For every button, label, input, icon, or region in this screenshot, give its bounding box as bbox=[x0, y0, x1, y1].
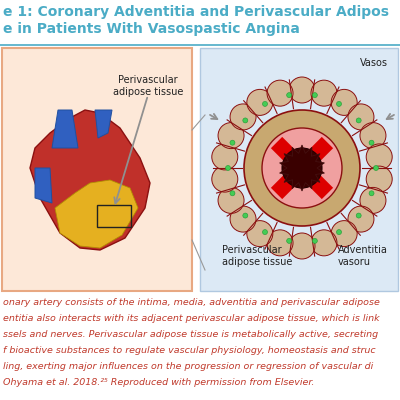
Circle shape bbox=[331, 89, 357, 115]
Text: Adventitia
vasoru: Adventitia vasoru bbox=[338, 245, 388, 267]
Circle shape bbox=[311, 80, 337, 106]
Circle shape bbox=[356, 118, 361, 123]
Polygon shape bbox=[30, 110, 150, 250]
Circle shape bbox=[348, 104, 374, 130]
Circle shape bbox=[267, 80, 293, 106]
Circle shape bbox=[282, 148, 322, 188]
Circle shape bbox=[374, 166, 378, 170]
Text: Perivascular
adipose tissue: Perivascular adipose tissue bbox=[113, 75, 183, 97]
Text: entitia also interacts with its adjacent perivascular adipose tissue, which is l: entitia also interacts with its adjacent… bbox=[3, 314, 380, 323]
Circle shape bbox=[226, 166, 230, 170]
Text: ling, exerting major influences on the progression or regression of vascular di: ling, exerting major influences on the p… bbox=[3, 362, 373, 371]
Circle shape bbox=[312, 238, 317, 243]
Circle shape bbox=[244, 110, 360, 226]
FancyBboxPatch shape bbox=[200, 48, 398, 291]
FancyBboxPatch shape bbox=[2, 48, 192, 291]
Circle shape bbox=[289, 77, 315, 103]
Polygon shape bbox=[271, 137, 333, 199]
Polygon shape bbox=[271, 137, 333, 199]
Text: e in Patients With Vasospastic Angina: e in Patients With Vasospastic Angina bbox=[3, 22, 300, 36]
Circle shape bbox=[312, 93, 317, 98]
Circle shape bbox=[366, 144, 392, 170]
Circle shape bbox=[369, 140, 374, 145]
Circle shape bbox=[212, 144, 238, 170]
Circle shape bbox=[348, 206, 374, 232]
Circle shape bbox=[262, 128, 342, 208]
Circle shape bbox=[230, 104, 256, 130]
Circle shape bbox=[360, 122, 386, 148]
Circle shape bbox=[356, 213, 361, 218]
Circle shape bbox=[331, 221, 357, 247]
Circle shape bbox=[262, 230, 268, 234]
Polygon shape bbox=[95, 110, 112, 138]
Circle shape bbox=[336, 102, 342, 106]
Text: e 1: Coronary Adventitia and Perivascular Adipos: e 1: Coronary Adventitia and Perivascula… bbox=[3, 5, 389, 19]
Text: Vasos: Vasos bbox=[360, 58, 388, 68]
Circle shape bbox=[212, 166, 238, 192]
Circle shape bbox=[311, 230, 337, 256]
Circle shape bbox=[267, 230, 293, 256]
Circle shape bbox=[247, 89, 273, 115]
Circle shape bbox=[230, 191, 235, 196]
Circle shape bbox=[360, 188, 386, 214]
Circle shape bbox=[287, 93, 292, 98]
Circle shape bbox=[289, 233, 315, 259]
Circle shape bbox=[366, 166, 392, 192]
Circle shape bbox=[218, 188, 244, 214]
Circle shape bbox=[336, 230, 342, 234]
Text: Perivascular
adipose tissue: Perivascular adipose tissue bbox=[222, 245, 292, 267]
Circle shape bbox=[247, 221, 273, 247]
Circle shape bbox=[262, 102, 268, 106]
Circle shape bbox=[369, 191, 374, 196]
Circle shape bbox=[243, 118, 248, 123]
Circle shape bbox=[243, 213, 248, 218]
Circle shape bbox=[230, 140, 235, 145]
Polygon shape bbox=[35, 168, 52, 203]
Polygon shape bbox=[280, 145, 324, 191]
Text: Ohyama et al. 2018.²⁵ Reproduced with permission from Elsevier.: Ohyama et al. 2018.²⁵ Reproduced with pe… bbox=[3, 378, 314, 387]
Circle shape bbox=[230, 206, 256, 232]
Circle shape bbox=[218, 122, 244, 148]
Circle shape bbox=[287, 238, 292, 243]
Text: f bioactive substances to regulate vascular physiology, homeostasis and struc: f bioactive substances to regulate vascu… bbox=[3, 346, 376, 355]
Polygon shape bbox=[52, 110, 78, 148]
Text: onary artery consists of the intima, media, adventitia and perivascular adipose: onary artery consists of the intima, med… bbox=[3, 298, 380, 307]
Polygon shape bbox=[55, 180, 138, 248]
Text: ssels and nerves. Perivascular adipose tissue is metabolically active, secreting: ssels and nerves. Perivascular adipose t… bbox=[3, 330, 378, 339]
